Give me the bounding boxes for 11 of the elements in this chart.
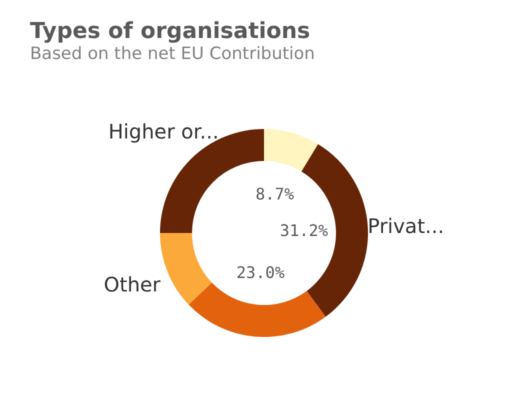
donut-slice (188, 282, 326, 337)
chart-subtitle: Based on the net EU Contribution (30, 44, 315, 64)
chart-title: Types of organisations (30, 19, 310, 44)
donut-slice (264, 129, 318, 172)
data-label: 31.2% (280, 221, 328, 240)
slice-label: Other (104, 272, 162, 297)
slice-label: Privat... (368, 214, 444, 238)
data-label: 8.7% (256, 184, 294, 204)
slice-label: Higher or... (108, 120, 219, 144)
donut-slice (160, 233, 212, 305)
data-label: 23.0% (236, 262, 285, 282)
